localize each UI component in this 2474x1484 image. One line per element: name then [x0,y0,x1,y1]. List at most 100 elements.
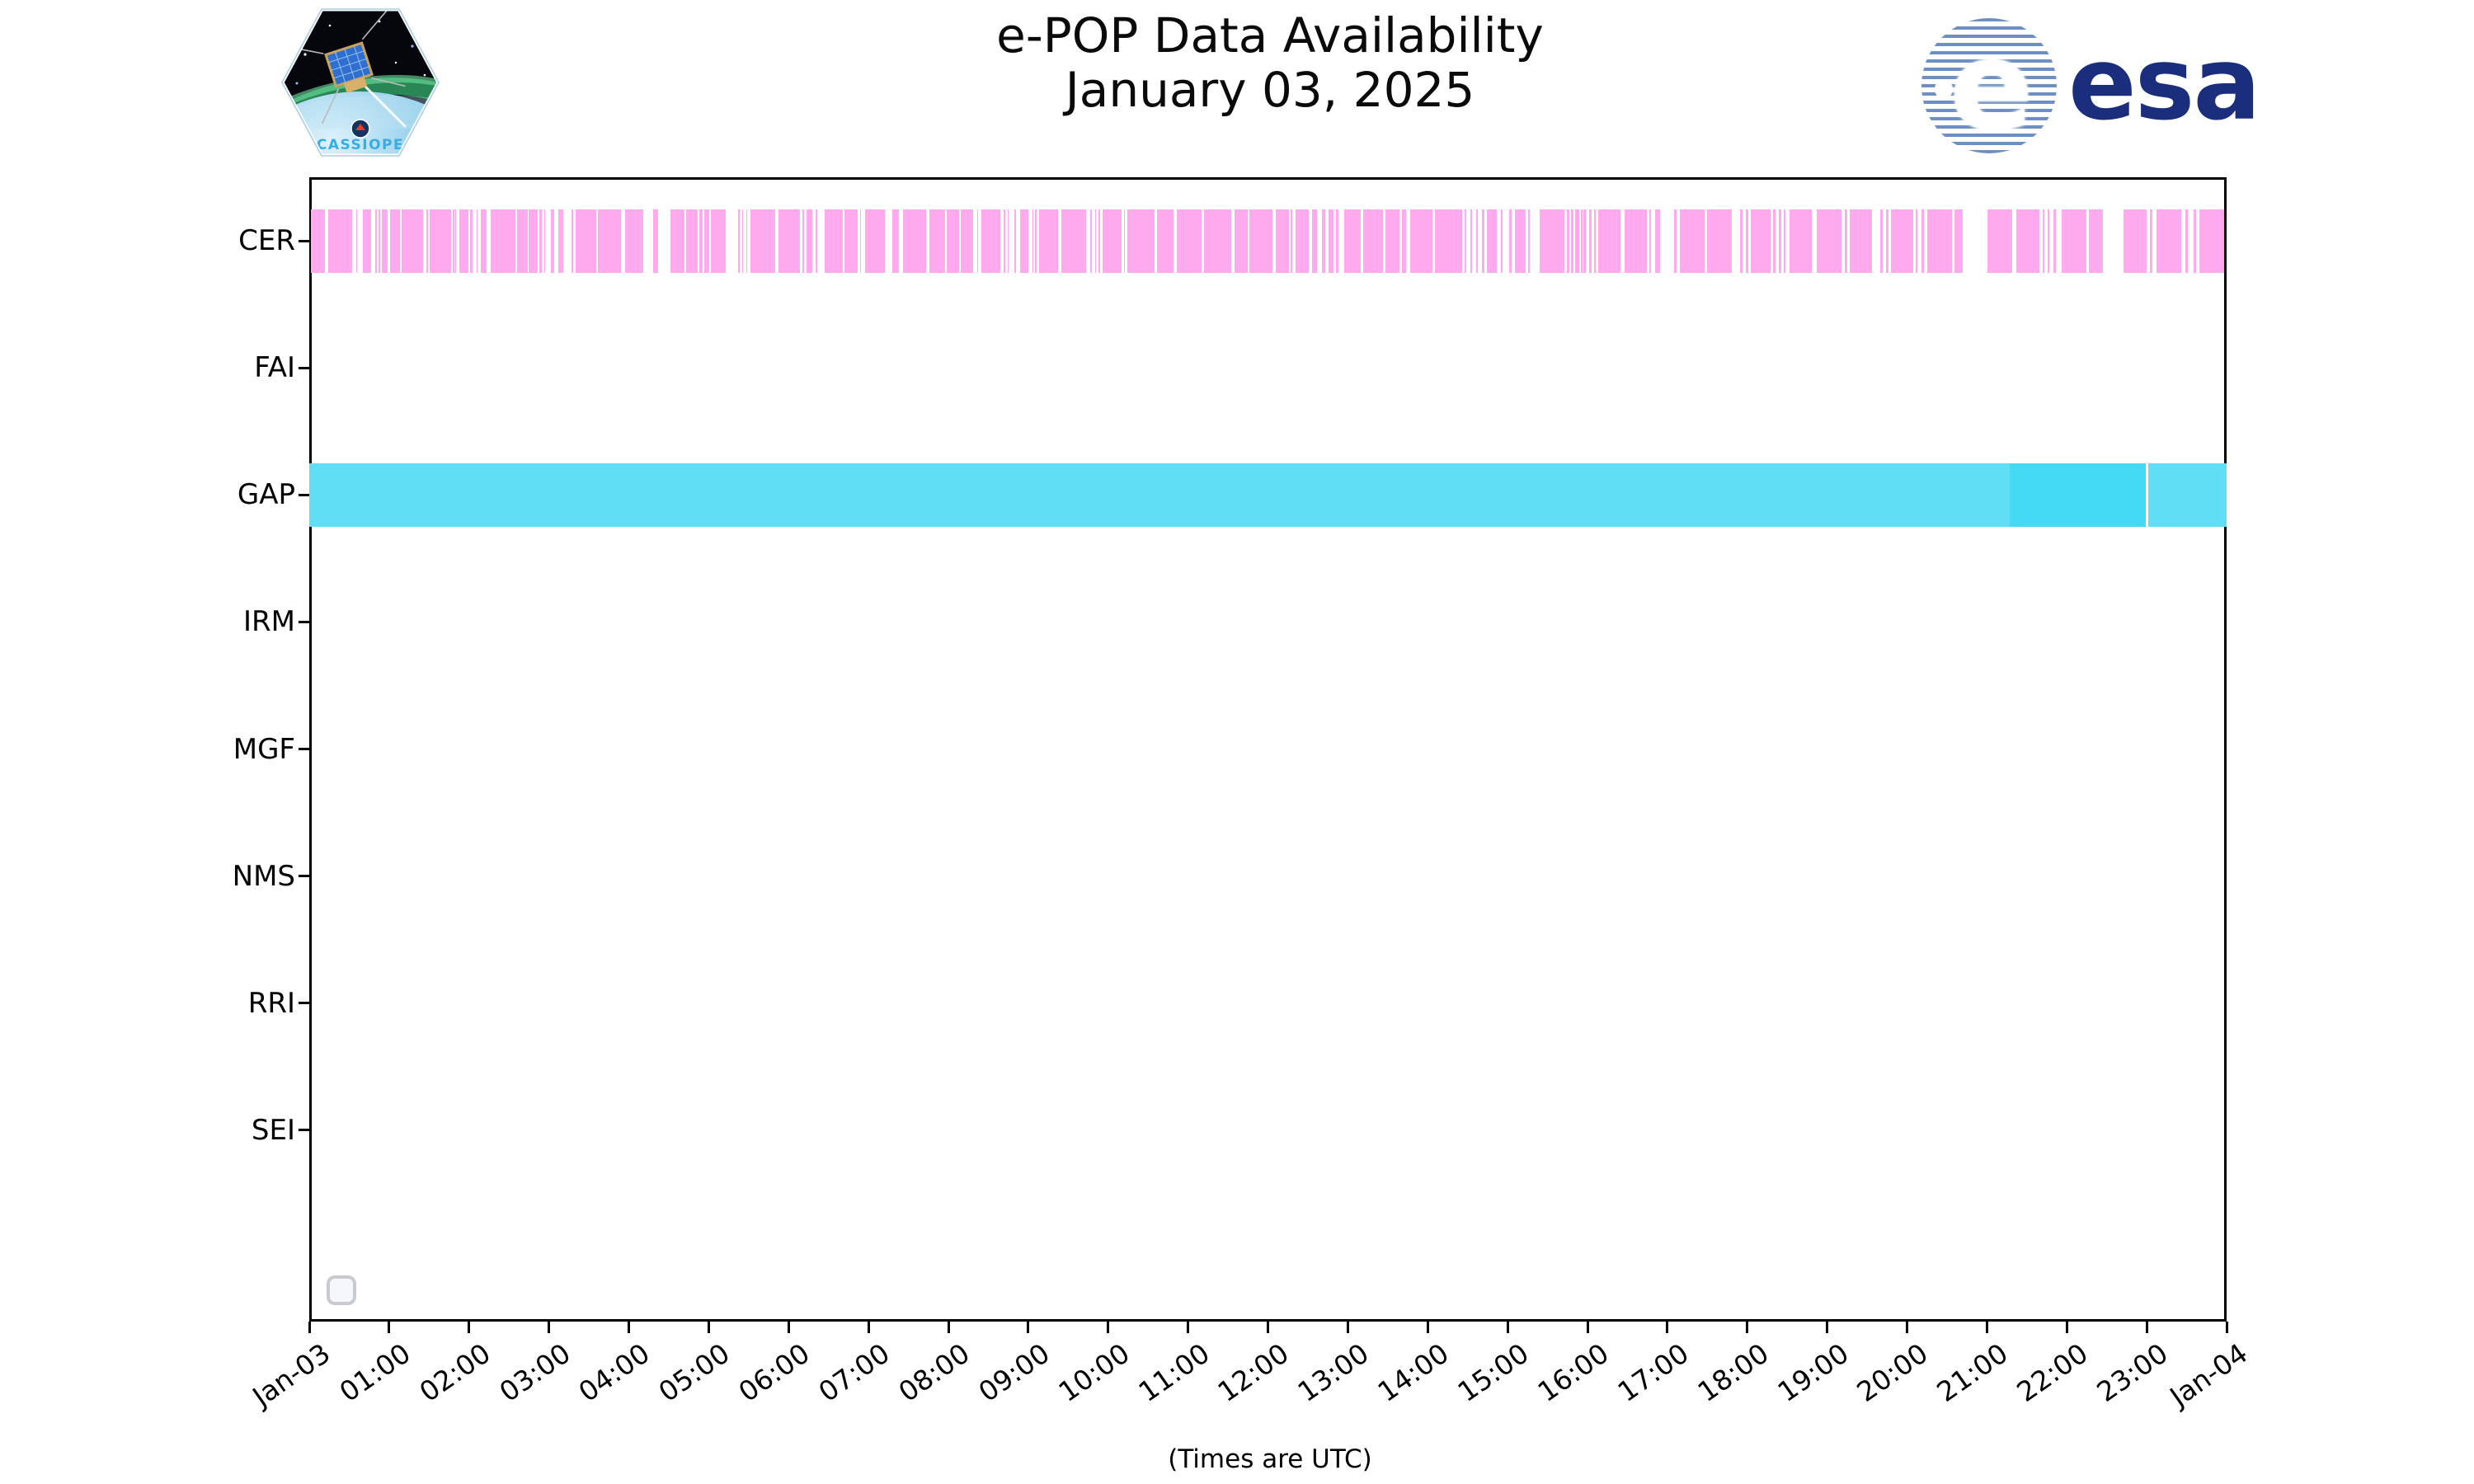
availability-segment-cer [652,209,659,273]
y-tick-label-irm: IRM [243,605,295,639]
availability-segment-cer [699,209,703,273]
availability-segment-cer [2199,209,2224,273]
x-tick-mark [787,1322,790,1333]
availability-segment-cer [1004,209,1005,273]
cassiope-patch-graphic: CASSIOPE [280,7,441,158]
x-tick-label: 20:00 [1851,1336,1935,1409]
availability-segment-cer [1038,209,1059,273]
x-tick-label: 13:00 [1291,1336,1376,1409]
y-tick-mark [299,875,309,878]
x-tick-mark [1586,1322,1589,1333]
availability-segment-cer [1588,209,1592,273]
y-tick-label-rri: RRI [247,986,295,1020]
availability-segment-cer [1235,209,1249,273]
availability-segment-cer [1655,209,1660,273]
availability-segment-cer [1007,209,1009,273]
availability-segment-cer [1094,209,1097,273]
availability-segment-cer [1891,209,1913,273]
availability-segment-cer [1089,209,1092,273]
x-tick-label: 18:00 [1691,1336,1775,1409]
availability-segment-cer [824,209,843,273]
cassiope-mission-patch: CASSIOPE [280,5,441,160]
availability-segment-cer [1528,209,1530,273]
esa-globe-letter: e [1950,18,2034,153]
availability-segment-cer [976,209,979,273]
availability-segment-cer [1625,209,1647,273]
availability-segment-cer [1921,209,1924,273]
x-tick-label: 16:00 [1531,1336,1615,1409]
availability-segment-cer [476,209,478,273]
y-tick-mark [299,748,309,751]
x-tick-label: 04:00 [572,1336,656,1409]
availability-segment-cer [816,209,817,273]
y-tick-mark [299,1129,309,1132]
availability-segment-cer [374,209,377,273]
availability-segment-cer [844,209,858,273]
availability-segment-cer [2015,209,2040,273]
availability-segment-cer [859,209,862,273]
availability-segment-cer [1344,209,1361,273]
availability-segment-cer [1508,209,1512,273]
availability-segment-cer [685,209,698,273]
availability-segment-cer [2047,209,2050,273]
x-tick-label: 17:00 [1611,1336,1695,1409]
availability-segment-cer [1385,209,1400,273]
availability-segment-cer [1435,209,1463,273]
availability-segment-cer [1311,209,1318,273]
availability-segment-cer [745,209,748,273]
availability-segment-cer [1481,209,1484,273]
availability-segment-cer [1583,209,1587,273]
availability-segment-cer [378,209,381,273]
patch-aurora [282,77,439,120]
y-tick-mark [299,366,309,369]
availability-segment-cer [481,209,487,273]
x-tick-mark [1426,1322,1429,1333]
availability-segment-cer [1954,209,1964,273]
x-tick-mark [468,1322,471,1333]
availability-segment-cer [1885,209,1888,273]
availability-segment-cer [1816,209,1842,273]
x-tick-label: 14:00 [1371,1336,1455,1409]
availability-segment-cer [1156,209,1174,273]
availability-segment-cer [575,209,596,273]
esa-logo: e esa [1921,15,2261,157]
cassiope-logo-text: CASSIOPE [317,137,404,153]
y-tick-mark [299,620,309,623]
x-tick-label: 03:00 [492,1336,576,1409]
availability-segment-cer [1014,209,1016,273]
availability-segment-cer [1020,209,1028,273]
availability-segment-cer [453,209,454,273]
availability-segment-cer [1204,209,1232,273]
availability-segment-cer [1401,209,1407,273]
availability-segment-gap [2147,463,2227,527]
availability-segment-cer [802,209,804,273]
availability-segment-cer [1249,209,1273,273]
availability-segment-cer [516,209,528,273]
availability-segment-cer [1470,209,1472,273]
availability-segment-cer [470,209,473,273]
availability-segment-cer [778,209,800,273]
availability-segment-cer [2150,209,2153,273]
x-tick-label: 06:00 [732,1336,816,1409]
x-tick-mark [1985,1322,1988,1333]
availability-overlap-segment-gap [2009,463,2147,527]
availability-segment-cer [1103,209,1122,273]
availability-segment-cer [1410,209,1432,273]
availability-segment-cer [703,209,710,273]
availability-segment-cer [1926,209,1952,273]
x-tick-mark [867,1322,870,1333]
availability-segment-cer [1032,209,1034,273]
availability-segment-cer [1176,209,1202,273]
x-tick-label: 09:00 [972,1336,1056,1409]
x-tick-mark [1107,1322,1110,1333]
x-tick-label: 19:00 [1771,1336,1855,1409]
y-tick-label-mgf: MGF [233,732,295,766]
x-axis-title: (Times are UTC) [1168,1444,1372,1474]
availability-segment-cer [381,209,388,273]
availability-segment-cer [2157,209,2182,273]
availability-segment-cer [961,209,973,273]
availability-segment-cer [1335,209,1339,273]
availability-segment-cer [426,209,428,273]
x-tick-mark [308,1322,311,1333]
